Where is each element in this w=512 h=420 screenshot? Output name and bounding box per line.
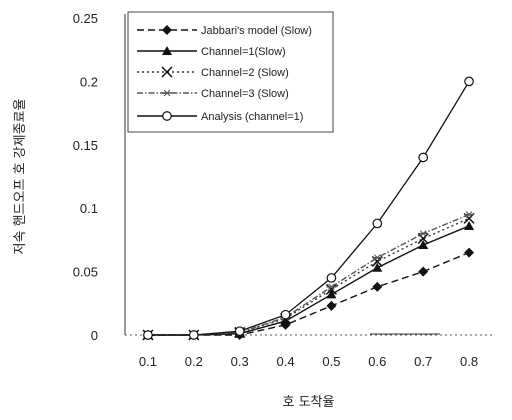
y-tick-label: 0.05: [73, 265, 98, 280]
legend-marker: [163, 112, 172, 121]
data-point: [373, 219, 382, 228]
x-tick-label: 0.6: [368, 354, 386, 369]
data-point: [419, 153, 428, 162]
data-point: [144, 331, 153, 340]
data-point: [465, 77, 474, 86]
y-axis-label: 저속 핸드오프 호 강제종료율: [12, 99, 28, 255]
legend: Jabbari's model (Slow) Channel=1(Slow) Cha…: [128, 12, 333, 132]
series-line: [148, 253, 469, 335]
x-tick-label: 0.8: [460, 354, 478, 369]
series-line: [148, 215, 469, 335]
x-tick-label: 0.7: [414, 354, 432, 369]
y-tick-label: 0.15: [73, 138, 98, 153]
y-tick-label: 0.2: [80, 74, 98, 89]
series-1: [143, 248, 474, 340]
data-point: [326, 301, 336, 311]
legend-label: Jabbari's model (Slow): [201, 25, 312, 37]
legend-label: Channel=3 (Slow): [201, 88, 289, 100]
legend-label: Analysis (channel=1): [201, 111, 303, 123]
data-point: [190, 331, 199, 340]
data-point: [418, 267, 428, 277]
series-line: [148, 226, 469, 335]
x-tick-label: 0.1: [139, 354, 157, 369]
y-tick-label: 0: [91, 328, 98, 343]
x-tick-label: 0.3: [231, 354, 249, 369]
data-point: [464, 248, 474, 258]
x-tick-label: 0.4: [277, 354, 295, 369]
y-tick-label: 0.25: [73, 11, 98, 26]
y-tick-label: 0.1: [80, 201, 98, 216]
y-axis-ticks: 0 0.05 0.1 0.15 0.2 0.25: [73, 11, 98, 343]
data-point: [281, 310, 290, 319]
data-point: [372, 282, 382, 292]
x-axis-ticks: 0.1 0.2 0.3 0.4 0.5 0.6 0.7 0.8: [139, 354, 478, 369]
legend-label: Channel=2 (Slow): [201, 67, 289, 79]
legend-label: Channel=1(Slow): [201, 46, 286, 58]
data-point: [327, 274, 336, 283]
x-axis-label: 호 도착율: [283, 395, 335, 410]
x-tick-label: 0.5: [322, 354, 340, 369]
data-point: [235, 327, 244, 336]
x-tick-label: 0.2: [185, 354, 203, 369]
